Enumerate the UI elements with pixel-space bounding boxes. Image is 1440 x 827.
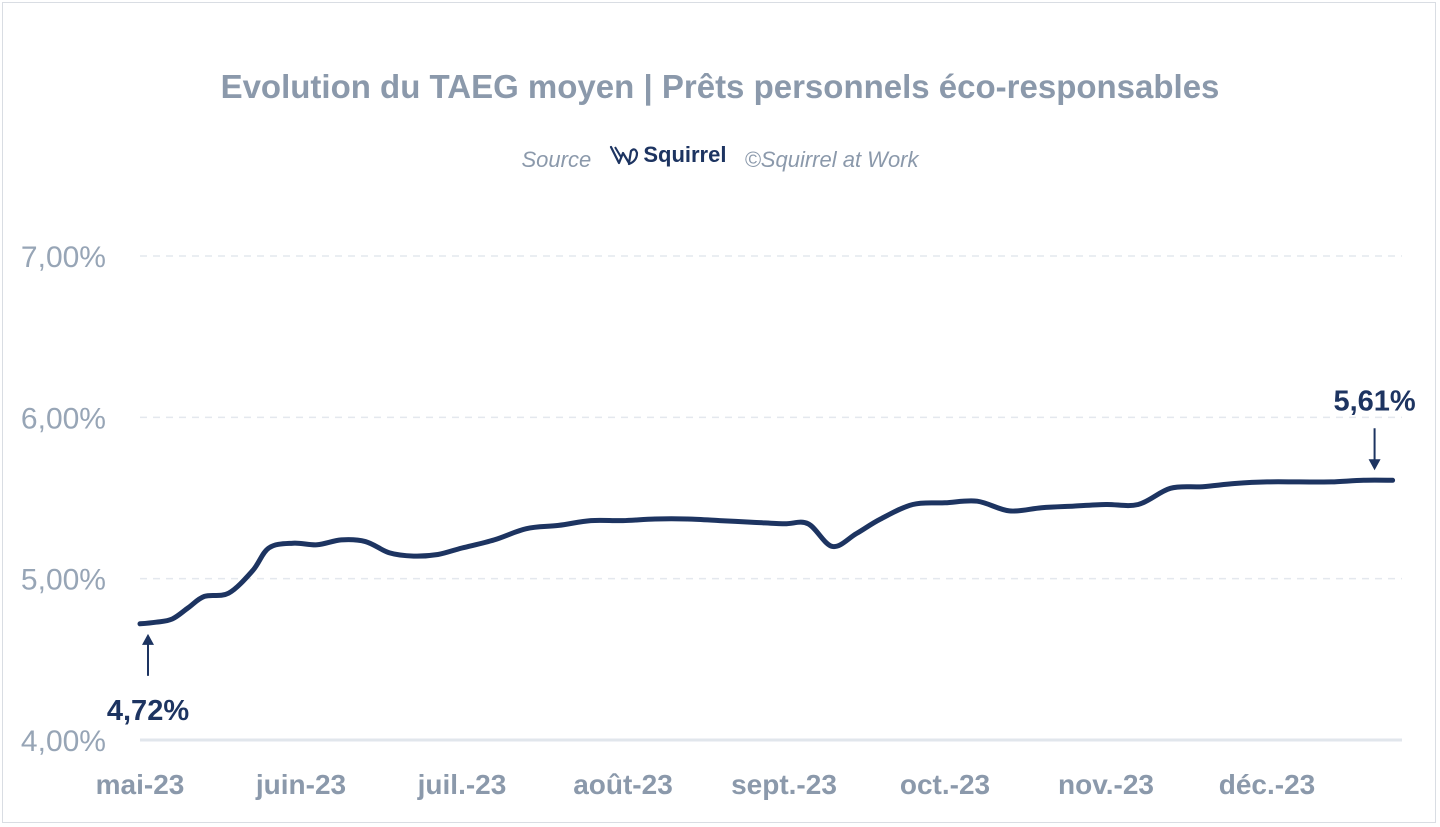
grid-lines bbox=[140, 255, 1402, 742]
annotation-label: 5,61% bbox=[1333, 385, 1415, 417]
annotations-layer: 4,72% 5,61% bbox=[107, 385, 1416, 727]
y-axis-ticks: 4,00% 5,00% 6,00% 7,00% bbox=[21, 241, 106, 758]
x-tick-label: mai-23 bbox=[96, 769, 185, 800]
y-tick-label: 5,00% bbox=[21, 564, 106, 597]
chart-title: Evolution du TAEG moyen | Prêts personne… bbox=[220, 68, 1220, 105]
annotation-arrowhead bbox=[1368, 459, 1381, 471]
squirrel-icon bbox=[610, 145, 639, 166]
x-tick-label: juil.-23 bbox=[417, 769, 507, 800]
x-axis-ticks: mai-23 juin-23 juil.-23 août-23 sept.-23 oct.… bbox=[96, 769, 1316, 800]
y-tick-label: 7,00% bbox=[21, 241, 106, 274]
series-line bbox=[137, 477, 1396, 627]
y-tick-label: 6,00% bbox=[21, 402, 106, 435]
chart-source: Source Squirrel ©Squirrel at Work bbox=[0, 142, 1440, 173]
y-tick-label: 4,00% bbox=[21, 725, 106, 758]
x-tick-label: oct.-23 bbox=[900, 769, 990, 800]
x-tick-label: sept.-23 bbox=[731, 769, 837, 800]
x-tick-label: nov.-23 bbox=[1058, 769, 1154, 800]
x-tick-label: août-23 bbox=[573, 769, 673, 800]
annotation-label: 4,72% bbox=[107, 695, 189, 727]
squirrel-brand-text: Squirrel bbox=[643, 142, 727, 167]
series-layer bbox=[137, 477, 1396, 627]
x-tick-label: déc.-23 bbox=[1219, 769, 1316, 800]
squirrel-logo: Squirrel bbox=[609, 142, 726, 168]
source-label: Source bbox=[521, 147, 592, 172]
source-copyright: ©Squirrel at Work bbox=[744, 147, 919, 172]
x-tick-label: juin-23 bbox=[255, 769, 346, 800]
annotation-arrowhead bbox=[142, 633, 154, 645]
